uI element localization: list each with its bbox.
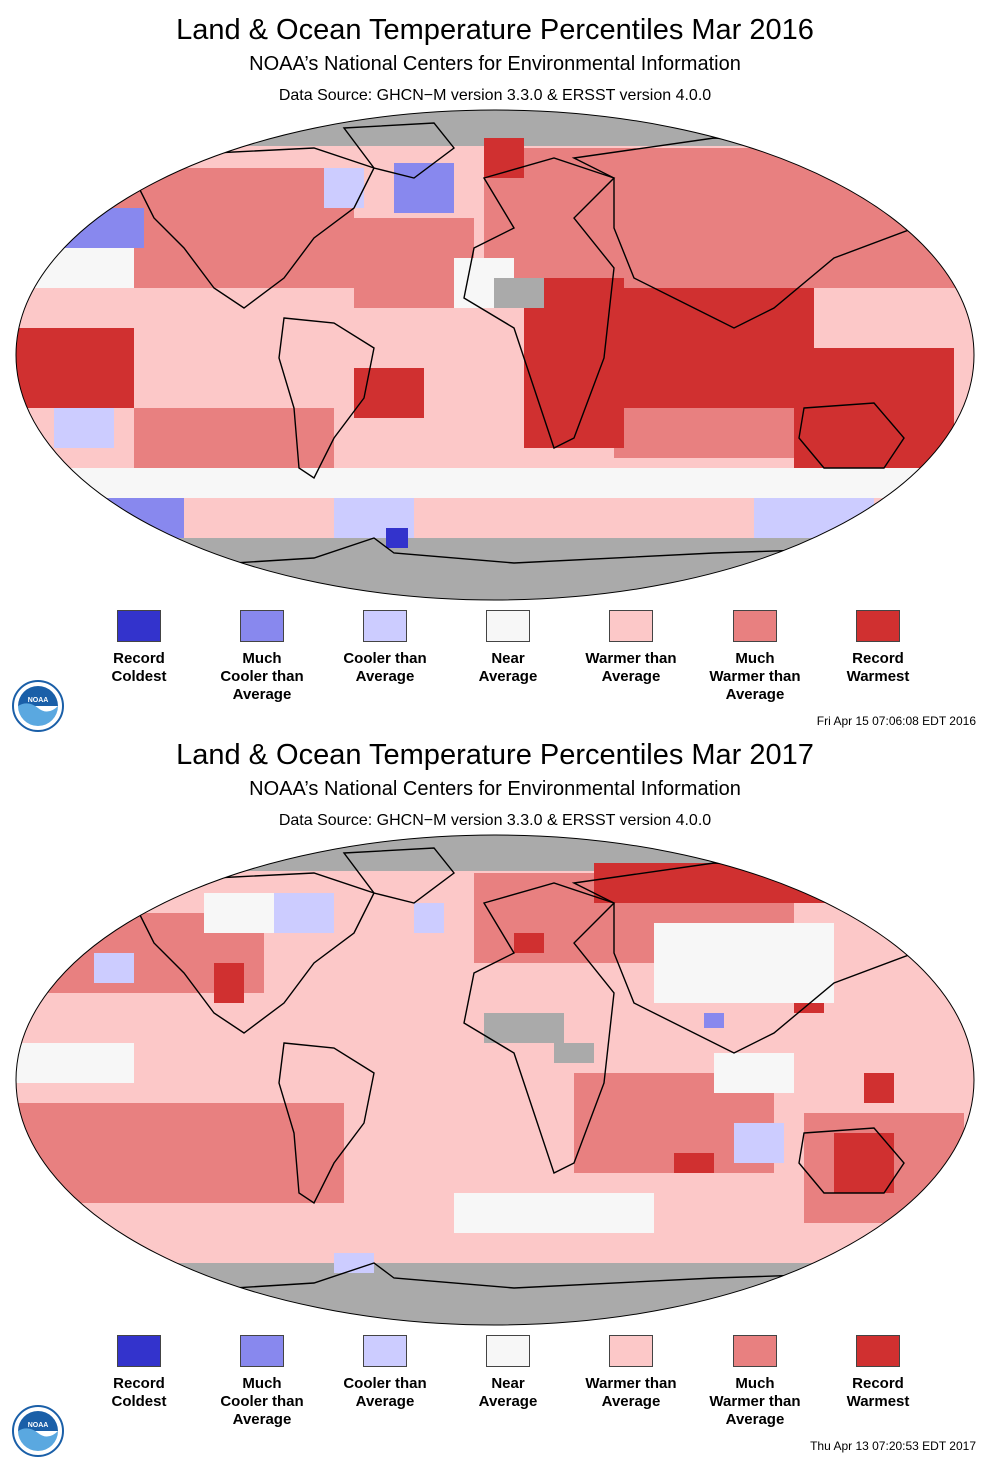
legend-swatch bbox=[363, 610, 407, 642]
near-indian bbox=[714, 1053, 794, 1093]
cool-south-pacific bbox=[54, 408, 114, 448]
cool-north-pacific bbox=[54, 208, 144, 248]
record-europe bbox=[514, 933, 544, 953]
legend-record-coldest: Record Coldest bbox=[84, 610, 194, 686]
map-border bbox=[15, 834, 975, 1326]
greenland-outline bbox=[342, 122, 455, 179]
near-pacific bbox=[16, 1043, 134, 1083]
legend-cooler: Cooler than Average bbox=[330, 610, 440, 686]
no-data-sahara bbox=[484, 1013, 564, 1043]
cool-nw-america bbox=[324, 168, 364, 208]
legend-swatch bbox=[486, 1335, 530, 1367]
greenland-outline bbox=[342, 847, 455, 904]
legend-near: Near Average bbox=[453, 610, 563, 686]
data-source: Data Source: GHCN−M version 3.3.0 & ERSS… bbox=[278, 812, 712, 829]
europe-africa-outline bbox=[463, 157, 616, 449]
legend-record-coldest: Record Coldest bbox=[84, 1335, 194, 1411]
cool-north-atlantic bbox=[414, 903, 444, 933]
legend-much-cooler: Much Cooler than Average bbox=[207, 1335, 317, 1429]
near-southern bbox=[16, 468, 974, 498]
world-map-2017 bbox=[15, 834, 975, 1326]
legend-warmer: Warmer than Average bbox=[576, 1335, 686, 1411]
legend-swatch bbox=[240, 610, 284, 642]
legend-swatch bbox=[733, 610, 777, 642]
australia-outline bbox=[798, 402, 905, 469]
cool-south bbox=[334, 1253, 374, 1273]
legend-much-warmer: Much Warmer than Average bbox=[700, 1335, 810, 1429]
legend-swatch bbox=[733, 1335, 777, 1367]
antarctic-no-data bbox=[16, 1263, 974, 1325]
australia-outline bbox=[798, 1127, 905, 1194]
noaa-logo-icon: NOAA bbox=[12, 1405, 64, 1457]
legend-swatch bbox=[609, 610, 653, 642]
legend-near: Near Average bbox=[453, 1335, 563, 1411]
record-south-atlantic bbox=[674, 1153, 714, 1173]
south-america-outline bbox=[278, 317, 375, 480]
record-cold-south bbox=[386, 528, 408, 548]
arctic-no-data bbox=[16, 835, 974, 871]
record-australia bbox=[834, 1133, 894, 1193]
map-subtitle: NOAA’s National Centers for Environmenta… bbox=[249, 778, 741, 800]
near-canada bbox=[204, 893, 284, 933]
legend-record-warmest: Record Warmest bbox=[823, 610, 933, 686]
legend-warmer: Warmer than Average bbox=[576, 610, 686, 686]
north-america-outline bbox=[133, 147, 375, 309]
legend-record-warmest: Record Warmest bbox=[823, 1335, 933, 1411]
legend-much-warmer: Much Warmer than Average bbox=[700, 610, 810, 704]
map-panel-2016: Land & Ocean Temperature Percentiles Mar… bbox=[0, 14, 990, 732]
no-data-africa bbox=[554, 1043, 594, 1063]
timestamp: Fri Apr 15 07:06:08 EDT 2016 bbox=[816, 714, 976, 728]
record-north-atlantic bbox=[484, 138, 524, 178]
legend: Record Coldest Much Cooler than Average Coo… bbox=[0, 1335, 990, 1435]
legend: Record Coldest Much Cooler than Average Coo… bbox=[0, 610, 990, 710]
svg-text:NOAA: NOAA bbox=[28, 697, 49, 704]
map-title: Land & Ocean Temperature Percentiles Mar… bbox=[176, 739, 814, 771]
antarctic-no-data bbox=[16, 538, 974, 600]
legend-cooler: Cooler than Average bbox=[330, 1335, 440, 1411]
world-map-2016 bbox=[15, 109, 975, 601]
map-panel-2017: Land & Ocean Temperature Percentiles Mar… bbox=[0, 725, 990, 1460]
north-america-outline bbox=[133, 872, 375, 1034]
legend-swatch bbox=[856, 1335, 900, 1367]
map-border bbox=[15, 109, 975, 601]
cool-indian bbox=[734, 1123, 784, 1163]
south-america-outline bbox=[278, 1042, 375, 1205]
no-data-sahara bbox=[494, 278, 544, 308]
data-source: Data Source: GHCN−M version 3.3.0 & ERSS… bbox=[278, 87, 712, 104]
legend-swatch bbox=[240, 1335, 284, 1367]
map-subtitle: NOAA’s National Centers for Environmenta… bbox=[249, 53, 741, 75]
legend-swatch bbox=[117, 1335, 161, 1367]
noaa-logo-icon: NOAA bbox=[12, 680, 64, 732]
region-south-pacific bbox=[16, 1103, 344, 1203]
record-east-pacific bbox=[16, 328, 134, 408]
legend-swatch bbox=[856, 610, 900, 642]
record-mexico bbox=[214, 963, 244, 1003]
record-indian-ocean bbox=[614, 288, 814, 408]
legend-swatch bbox=[363, 1335, 407, 1367]
near-pacific-north bbox=[24, 248, 134, 288]
legend-much-cooler: Much Cooler than Average bbox=[207, 610, 317, 704]
europe-africa-outline bbox=[463, 882, 616, 1174]
near-south-atlantic bbox=[454, 1193, 654, 1233]
timestamp: Thu Apr 13 07:20:53 EDT 2017 bbox=[810, 1439, 976, 1453]
record-siberia bbox=[594, 863, 854, 903]
cool-north-pacific bbox=[94, 953, 134, 983]
much-cool-india bbox=[704, 1013, 724, 1028]
legend-swatch bbox=[609, 1335, 653, 1367]
near-asia bbox=[654, 923, 834, 1003]
cool-south-ocean-c bbox=[754, 498, 874, 538]
legend-swatch bbox=[117, 610, 161, 642]
record-maritime bbox=[794, 348, 954, 468]
record-pacific-west bbox=[864, 1073, 894, 1103]
map-title: Land & Ocean Temperature Percentiles Mar… bbox=[176, 14, 814, 46]
svg-text:NOAA: NOAA bbox=[28, 1422, 49, 1429]
legend-swatch bbox=[486, 610, 530, 642]
cool-south-ocean-a bbox=[74, 498, 184, 538]
cool-canada bbox=[274, 893, 334, 933]
